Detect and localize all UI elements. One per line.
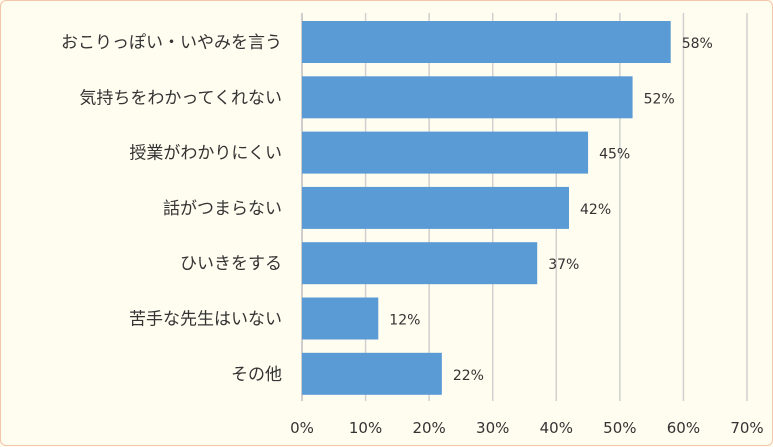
- value-label: 52%: [644, 91, 675, 107]
- bar: [302, 297, 379, 340]
- value-label: 22%: [453, 368, 484, 384]
- bar: [302, 242, 538, 285]
- category-label: その他: [231, 365, 282, 385]
- x-tick-label: 40%: [540, 419, 573, 437]
- x-tick-label: 70%: [730, 419, 763, 437]
- x-tick-label: 30%: [476, 419, 509, 437]
- value-label: 58%: [682, 36, 713, 52]
- x-tick-label: 60%: [667, 419, 700, 437]
- value-label: 37%: [548, 257, 579, 273]
- labels: 0% 10% 20% 30% 40% 50% 60% 70% おこりっぽい・いやみを言う 58% 気…: [61, 33, 764, 437]
- value-label: 45%: [599, 147, 630, 163]
- value-label: 42%: [580, 202, 611, 218]
- bar: [302, 76, 633, 119]
- bar: [302, 131, 589, 174]
- category-label: 授業がわかりにくい: [129, 144, 282, 164]
- bar: [302, 352, 442, 395]
- x-tick-label: 20%: [412, 419, 445, 437]
- x-tick-label: 10%: [349, 419, 382, 437]
- x-tick-label: 50%: [603, 419, 636, 437]
- value-label: 12%: [389, 313, 420, 329]
- category-label: 気持ちをわかってくれない: [79, 88, 282, 108]
- category-label: ひいきをする: [180, 254, 282, 274]
- category-label: 苦手な先生はいない: [129, 310, 282, 330]
- bar: [302, 21, 671, 63]
- category-label: 話がつまらない: [163, 199, 282, 219]
- bar: [302, 186, 569, 229]
- bars: [302, 21, 671, 395]
- x-tick-label: 0%: [290, 419, 314, 437]
- category-label: おこりっぽい・いやみを言う: [61, 33, 282, 53]
